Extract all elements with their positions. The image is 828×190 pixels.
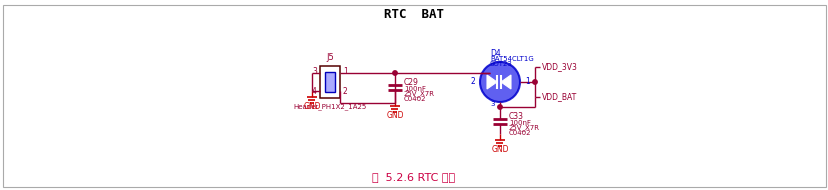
Text: 4: 4 [312, 88, 316, 97]
Text: D4: D4 [489, 50, 500, 59]
Text: 2: 2 [343, 88, 347, 97]
Text: GND: GND [386, 112, 403, 120]
Polygon shape [486, 75, 497, 89]
Circle shape [497, 105, 502, 109]
Text: C33: C33 [508, 112, 523, 121]
Text: BAT54CLT1G: BAT54CLT1G [489, 56, 533, 62]
Circle shape [479, 62, 519, 102]
Text: 25V_X7R: 25V_X7R [508, 125, 539, 131]
Text: RTC  BAT: RTC BAT [383, 7, 444, 21]
Text: GND: GND [303, 102, 320, 112]
Text: 100nF: 100nF [508, 120, 531, 126]
Text: J5: J5 [325, 54, 334, 63]
Bar [320, 66, 339, 98]
Text: C0402: C0402 [508, 130, 531, 136]
Circle shape [532, 80, 537, 84]
Circle shape [392, 71, 397, 75]
Text: 1: 1 [524, 78, 529, 86]
Text: 1: 1 [343, 67, 347, 77]
Text: SOT23: SOT23 [489, 61, 513, 67]
Text: VDD_BAT: VDD_BAT [542, 93, 576, 101]
Text: C0402: C0402 [403, 96, 426, 102]
Text: 2: 2 [469, 78, 474, 86]
Text: Header_PH1X2_1A25: Header_PH1X2_1A25 [293, 104, 366, 110]
Text: 图  5.2.6 RTC 电源: 图 5.2.6 RTC 电源 [372, 172, 455, 182]
Text: 25V_X7R: 25V_X7R [403, 91, 435, 97]
Text: 3: 3 [490, 101, 494, 107]
Text: VDD_3V3: VDD_3V3 [542, 63, 577, 71]
Polygon shape [500, 75, 510, 89]
Text: 3: 3 [312, 67, 316, 77]
Bar [325, 72, 335, 92]
Text: C29: C29 [403, 78, 418, 88]
Text: 100nF: 100nF [403, 86, 426, 92]
Text: GND: GND [491, 146, 508, 154]
